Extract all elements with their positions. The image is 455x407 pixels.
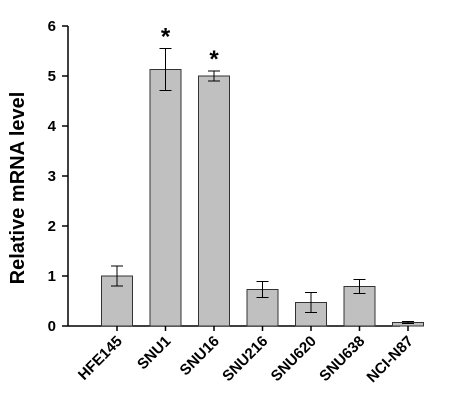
x-tick-label: SNU620: [268, 333, 320, 385]
x-tick-label: SNU216: [219, 333, 271, 385]
y-tick-label: 3: [48, 168, 56, 185]
significance-marks: **: [161, 24, 220, 74]
error-bar: [402, 321, 414, 324]
y-tick-label: 2: [48, 218, 56, 235]
x-tick-label: HFE145: [75, 333, 126, 384]
bar-snu16: [198, 75, 230, 327]
error-bar: [159, 48, 172, 91]
significance-asterisk: *: [209, 46, 219, 73]
y-tick-label: 6: [48, 18, 56, 35]
x-tick-label: SNU638: [316, 333, 368, 385]
y-tick-label: 1: [48, 268, 56, 285]
y-tick-label: 0: [48, 318, 56, 335]
x-tick-label: NCI-N87: [364, 333, 417, 386]
error-bars: [111, 48, 414, 324]
error-bar: [305, 292, 317, 313]
y-tick-label: 5: [48, 68, 56, 85]
error-bar: [256, 281, 269, 298]
y-tick-label: 4: [48, 118, 57, 135]
error-bar: [353, 279, 366, 294]
x-tick-label: SNU1: [134, 333, 174, 373]
significance-asterisk: *: [161, 24, 171, 51]
y-ticks: 0 1 2 3 4 5 6: [48, 18, 68, 335]
x-tick-label: SNU16: [177, 333, 223, 379]
error-bar: [208, 70, 220, 82]
bar-snu1: [149, 69, 182, 327]
y-axis-title: Relative mRNA level: [7, 92, 29, 285]
error-bar: [111, 265, 123, 287]
